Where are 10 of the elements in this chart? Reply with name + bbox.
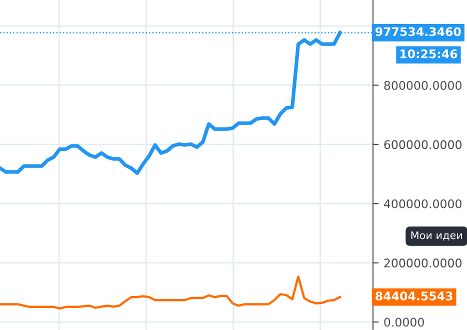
text: 10:25:46 [400,49,458,58]
y-tick-label: 200000.0000 [384,258,462,268]
y-tick-label: 400000.0000 [384,199,462,208]
text: 977534.3460 [375,27,461,36]
y-tick-label: 0.0000 [384,318,424,327]
y-tick-label: 600000.0000 [384,140,462,150]
text: 84404.5543 [376,292,452,300]
text: Мои идеи [411,231,462,240]
y-tick-label: 800000.0000 [384,80,462,90]
line-series [0,276,342,310]
